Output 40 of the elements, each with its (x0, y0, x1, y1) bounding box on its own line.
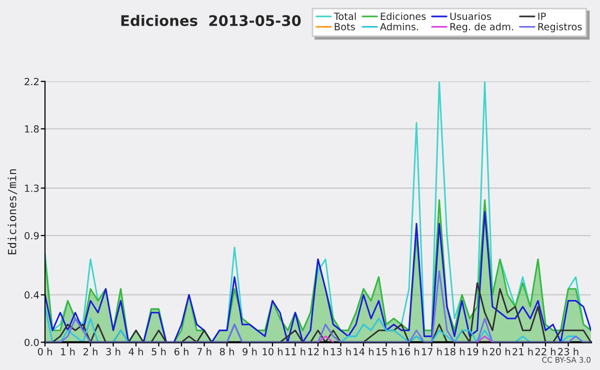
chart-title: Ediciones 2013-05-30 (121, 14, 301, 26)
legend-label: Admins. (380, 22, 418, 30)
x-tick-label: 8 h (220, 348, 234, 356)
x-tick-label: 14 h (354, 348, 374, 356)
x-tick-label: 22 h (535, 348, 556, 356)
x-tick-label: 4 h (128, 348, 143, 356)
legend-label: Bots (334, 23, 355, 30)
legend-label: Total (334, 12, 356, 20)
x-tick-label: 3 h (106, 348, 120, 356)
x-tick-label: 2 h (83, 348, 98, 356)
x-tick-label: 20 h (490, 348, 510, 356)
x-tick-label: 7 h (197, 348, 212, 356)
x-tick-label: 18 h (444, 348, 464, 356)
x-tick-label: 6 h (174, 348, 188, 356)
legend-label: Registros (538, 22, 582, 32)
x-tick-label: 23 h (558, 348, 578, 356)
x-tick-label: 12 h (308, 348, 328, 356)
x-tick-label: 21 h (512, 348, 533, 356)
x-tick-label: 11 h (286, 348, 306, 356)
x-tick-label: 15 h (376, 348, 396, 356)
x-tick-label: 16 h (399, 348, 419, 356)
y-tick-label: 2.2 (24, 78, 38, 86)
y-tick-label: 0.9 (24, 232, 39, 240)
x-tick-label: 9 h (242, 348, 257, 356)
y-tick-label: 1.8 (25, 125, 39, 133)
y-tick-label: 0.0 (24, 338, 39, 346)
x-tick-label: 13 h (331, 348, 351, 356)
x-tick-label: 17 h (422, 348, 442, 356)
x-tick-label: 0 h (38, 348, 52, 356)
x-tick-label: 5 h (152, 348, 166, 356)
y-axis-title: Ediciones/min (8, 169, 18, 254)
x-tick-label: 19 h (468, 348, 488, 356)
legend-label: Ediciones (380, 12, 426, 20)
x-tick-label: 1 h (61, 348, 75, 356)
y-tick-label: 1.3 (25, 184, 39, 192)
x-tick-label: 10 h (262, 348, 282, 356)
y-tick-label: 0.4 (24, 291, 39, 299)
legend-label: IP (538, 12, 546, 20)
legend-label: Reg. de adm. (450, 22, 514, 32)
legend-label: Usuarios (450, 12, 492, 20)
